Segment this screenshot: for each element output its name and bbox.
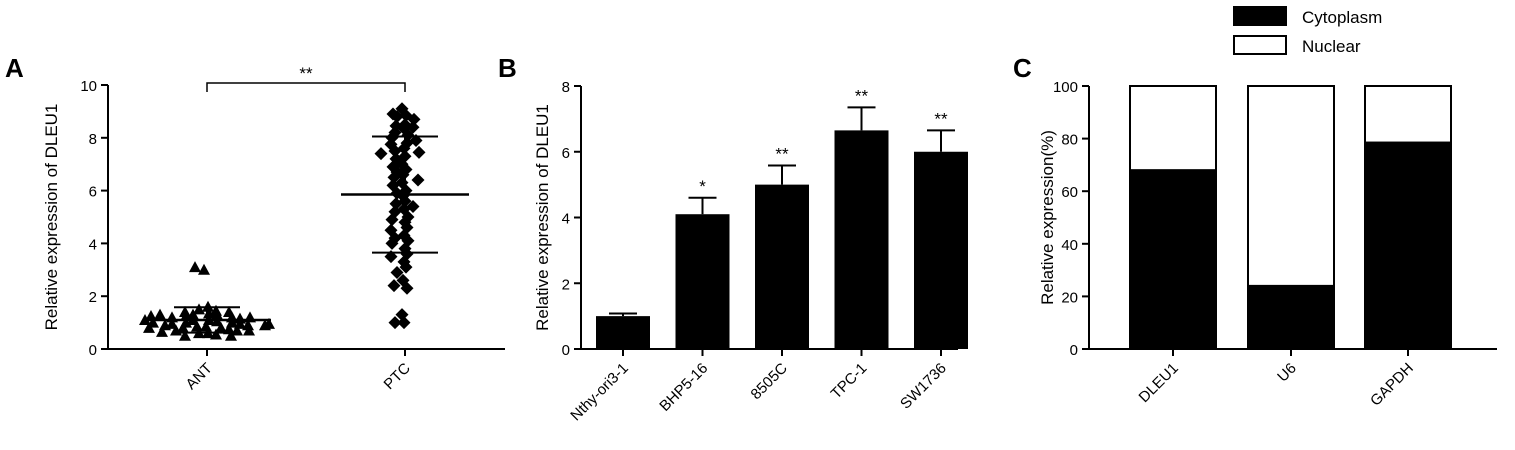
ant-data-point xyxy=(210,328,222,340)
ant-data-point xyxy=(225,329,237,341)
significance-label: ** xyxy=(855,86,869,105)
y-axis-label: Relative expression(%) xyxy=(1038,130,1057,305)
x-tick-label: U6 xyxy=(1274,360,1300,386)
bar xyxy=(755,184,809,349)
nuclear-segment xyxy=(1129,85,1217,172)
y-tick-label: 40 xyxy=(1061,237,1078,254)
ant-data-point xyxy=(202,300,214,312)
ant-data-point xyxy=(145,310,157,321)
ptc-data-point xyxy=(399,260,413,274)
x-tick-label: ANT xyxy=(183,360,216,393)
x-tick-label: PTC xyxy=(381,360,414,393)
legend-swatch-cytoplasm xyxy=(1233,6,1287,26)
ptc-data-point xyxy=(389,197,403,211)
cytoplasm-segment xyxy=(1364,141,1452,350)
y-tick-label: 8 xyxy=(562,79,570,96)
legend-label: Cytoplasm xyxy=(1302,8,1382,27)
y-tick-label: 2 xyxy=(89,289,97,306)
x-tick-label: TPC-1 xyxy=(828,360,871,403)
panel-label: B xyxy=(498,53,517,83)
y-tick-label: 60 xyxy=(1061,184,1078,201)
panel-b: B 0 2 4 6 8 Relative expression of DLEU1 Nthy-o… xyxy=(498,53,968,424)
y-tick-label: 0 xyxy=(562,342,570,359)
y-tick-label: 6 xyxy=(89,184,97,201)
cytoplasm-segment xyxy=(1247,284,1335,351)
ptc-data-point xyxy=(387,279,401,293)
x-tick-label: SW1736 xyxy=(897,360,950,413)
bar xyxy=(834,130,889,349)
bar xyxy=(914,151,968,349)
ant-data-point xyxy=(223,306,235,318)
ptc-data-point xyxy=(385,236,399,250)
ant-data-point xyxy=(177,321,189,333)
ant-data-point xyxy=(243,324,255,336)
ant-data-point xyxy=(189,261,201,273)
y-axis-label: Relative expression of DLEU1 xyxy=(42,104,61,331)
ant-data-point xyxy=(179,329,191,341)
x-tick-label: BHP5-16 xyxy=(656,360,711,415)
y-tick-label: 100 xyxy=(1053,79,1078,96)
ptc-data-point xyxy=(388,316,402,330)
ptc-data-point xyxy=(406,120,420,134)
ant-data-point xyxy=(193,303,205,315)
y-tick-label: 2 xyxy=(562,276,570,293)
ant-data-point xyxy=(215,321,227,333)
ptc-data-point xyxy=(412,145,426,159)
y-tick-label: 8 xyxy=(89,131,97,148)
significance-label: ** xyxy=(934,109,948,128)
x-tick-label: Nthy-ori3-1 xyxy=(567,360,631,424)
y-tick-label: 80 xyxy=(1061,132,1078,149)
bar xyxy=(596,316,650,349)
ptc-data-point xyxy=(388,144,402,158)
y-tick-label: 6 xyxy=(562,145,570,162)
legend-label: Nuclear xyxy=(1302,37,1361,56)
cytoplasm-segment xyxy=(1129,169,1217,350)
significance-label: ** xyxy=(299,64,313,83)
nuclear-segment xyxy=(1364,85,1452,144)
ptc-data-point xyxy=(387,170,401,184)
significance-bracket xyxy=(206,82,406,92)
legend-swatch-nuclear xyxy=(1233,35,1287,55)
ant-data-point xyxy=(263,317,275,329)
ant-data-point xyxy=(211,308,223,320)
y-tick-label: 0 xyxy=(89,342,97,359)
x-tick-label: DLEU1 xyxy=(1136,360,1182,406)
nuclear-segment xyxy=(1247,85,1335,287)
x-tick-label: GAPDH xyxy=(1367,360,1417,410)
bar xyxy=(675,214,730,349)
panel-label: A xyxy=(5,53,24,83)
ant-data-point xyxy=(223,323,235,335)
y-tick-label: 4 xyxy=(562,211,570,228)
ant-data-point xyxy=(143,321,155,333)
ptc-data-point xyxy=(407,112,421,126)
y-tick-label: 20 xyxy=(1061,289,1078,306)
ant-data-point xyxy=(154,308,166,320)
panel-a: A 0 2 4 6 8 10 Relative expression of DLEU1 ANT P… xyxy=(5,53,505,393)
ptc-data-point xyxy=(397,316,411,330)
significance-label: * xyxy=(699,177,706,196)
y-tick-label: 10 xyxy=(80,78,97,95)
ptc-data-point xyxy=(400,281,414,295)
ptc-data-point xyxy=(385,213,399,227)
ant-data-point xyxy=(191,320,203,332)
y-tick-label: 4 xyxy=(89,236,97,253)
ant-data-point xyxy=(242,319,254,331)
ant-data-point xyxy=(166,317,178,329)
y-axis-label: Relative expression of DLEU1 xyxy=(533,104,552,331)
ant-data-point xyxy=(198,263,210,275)
panel-c: C 0 20 40 60 80 100 Relative expression(%) DLEU1… xyxy=(1013,6,1497,410)
ant-data-point xyxy=(156,325,168,337)
significance-label: ** xyxy=(775,145,789,164)
ptc-data-point xyxy=(390,265,404,279)
ptc-data-point xyxy=(374,147,388,161)
y-tick-label: 0 xyxy=(1070,342,1078,359)
ptc-data-point xyxy=(411,173,425,187)
ant-data-point xyxy=(180,310,192,321)
x-tick-label: 8505C xyxy=(748,360,791,403)
ptc-data-point xyxy=(390,110,404,124)
panel-label: C xyxy=(1013,53,1032,83)
